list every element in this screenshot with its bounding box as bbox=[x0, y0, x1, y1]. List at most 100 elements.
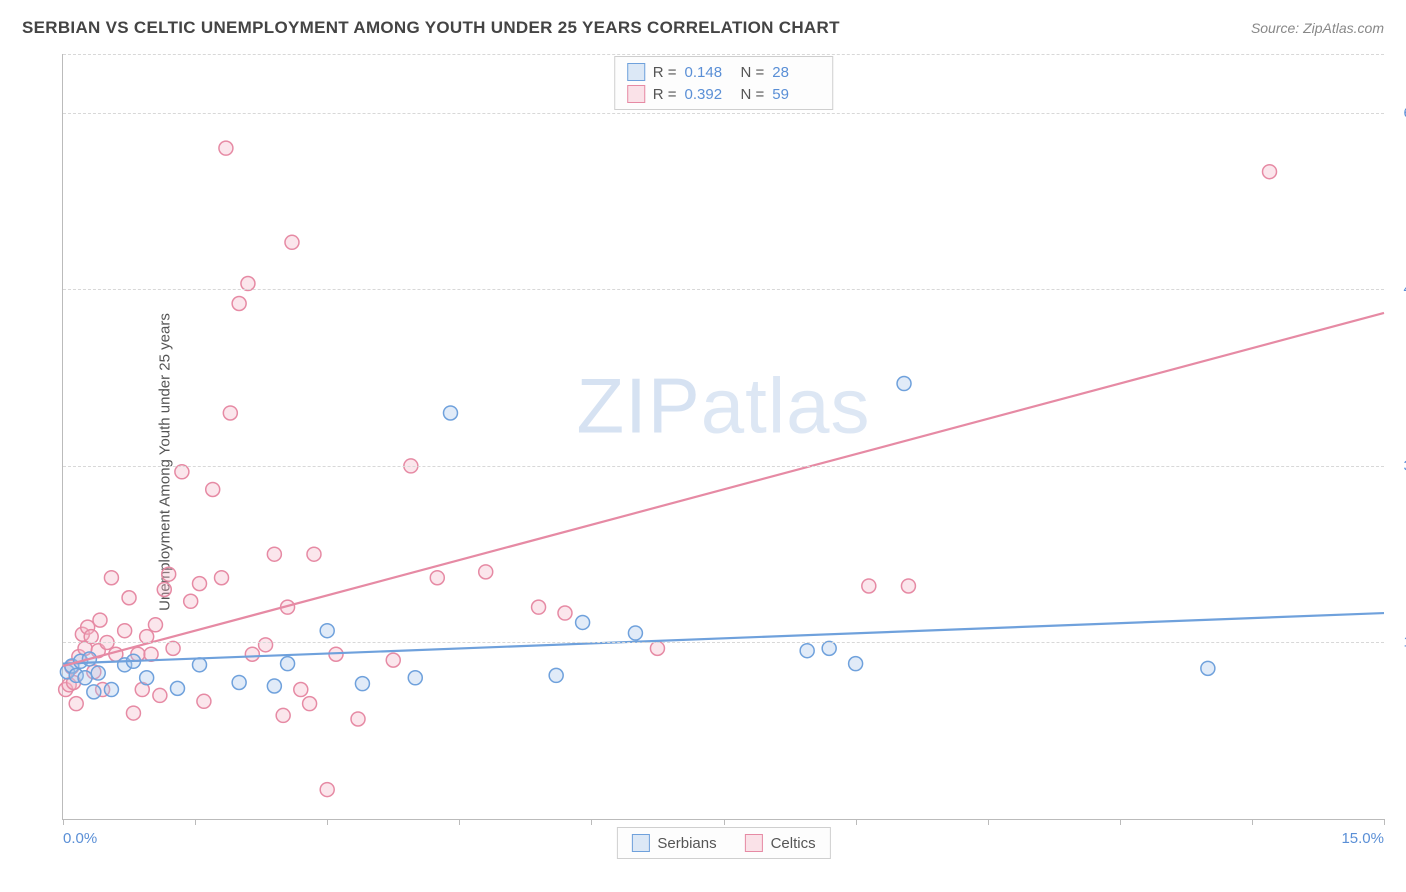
x-tick bbox=[591, 819, 592, 825]
data-point bbox=[549, 668, 563, 682]
legend-item: Serbians bbox=[631, 834, 716, 852]
data-point bbox=[320, 624, 334, 638]
data-point bbox=[897, 377, 911, 391]
data-point bbox=[232, 297, 246, 311]
stat-n-value: 59 bbox=[772, 86, 820, 103]
data-point bbox=[558, 606, 572, 620]
data-point bbox=[193, 658, 207, 672]
stats-row: R = 0.392 N = 59 bbox=[627, 83, 821, 105]
gridline bbox=[63, 113, 1384, 114]
data-point bbox=[1201, 661, 1215, 675]
stat-label: R = bbox=[653, 64, 677, 81]
data-point bbox=[800, 644, 814, 658]
data-point bbox=[245, 647, 259, 661]
data-point bbox=[153, 688, 167, 702]
stat-label: N = bbox=[741, 64, 765, 81]
regression-line bbox=[63, 613, 1384, 664]
legend-swatch bbox=[627, 85, 645, 103]
data-point bbox=[170, 681, 184, 695]
data-point bbox=[184, 594, 198, 608]
series-legend: Serbians Celtics bbox=[616, 827, 830, 859]
data-point bbox=[294, 683, 308, 697]
data-point bbox=[1263, 165, 1277, 179]
data-point bbox=[351, 712, 365, 726]
data-point bbox=[430, 571, 444, 585]
regression-line bbox=[63, 313, 1384, 666]
legend-item: Celtics bbox=[745, 834, 816, 852]
x-tick bbox=[1384, 819, 1385, 825]
page-title: SERBIAN VS CELTIC UNEMPLOYMENT AMONG YOU… bbox=[22, 18, 840, 38]
x-tick bbox=[459, 819, 460, 825]
data-point bbox=[532, 600, 546, 614]
data-point bbox=[901, 579, 915, 593]
data-point bbox=[162, 567, 176, 581]
data-point bbox=[87, 685, 101, 699]
legend-label: Celtics bbox=[771, 835, 816, 852]
source-attribution: Source: ZipAtlas.com bbox=[1251, 20, 1384, 36]
legend-swatch bbox=[745, 834, 763, 852]
x-tick bbox=[988, 819, 989, 825]
data-point bbox=[126, 706, 140, 720]
data-point bbox=[267, 547, 281, 561]
data-point bbox=[197, 694, 211, 708]
data-point bbox=[93, 613, 107, 627]
data-point bbox=[104, 683, 118, 697]
data-point bbox=[303, 697, 317, 711]
scatter-svg bbox=[63, 54, 1384, 819]
stat-n-value: 28 bbox=[772, 64, 820, 81]
data-point bbox=[281, 657, 295, 671]
data-point bbox=[267, 679, 281, 693]
data-point bbox=[285, 235, 299, 249]
legend-label: Serbians bbox=[657, 835, 716, 852]
data-point bbox=[78, 671, 92, 685]
data-point bbox=[628, 626, 642, 640]
data-point bbox=[122, 591, 136, 605]
x-tick bbox=[195, 819, 196, 825]
x-tick bbox=[1252, 819, 1253, 825]
x-tick bbox=[327, 819, 328, 825]
data-point bbox=[118, 624, 132, 638]
gridline bbox=[63, 642, 1384, 643]
data-point bbox=[408, 671, 422, 685]
data-point bbox=[386, 653, 400, 667]
data-point bbox=[479, 565, 493, 579]
stats-row: R = 0.148 N = 28 bbox=[627, 61, 821, 83]
stat-label: R = bbox=[653, 86, 677, 103]
stat-label: N = bbox=[741, 86, 765, 103]
legend-swatch bbox=[627, 63, 645, 81]
data-point bbox=[862, 579, 876, 593]
gridline bbox=[63, 54, 1384, 55]
x-tick-label: 0.0% bbox=[63, 830, 97, 847]
x-tick bbox=[856, 819, 857, 825]
x-tick bbox=[1120, 819, 1121, 825]
data-point bbox=[276, 708, 290, 722]
data-point bbox=[215, 571, 229, 585]
data-point bbox=[206, 482, 220, 496]
data-point bbox=[193, 577, 207, 591]
data-point bbox=[443, 406, 457, 420]
gridline bbox=[63, 466, 1384, 467]
data-point bbox=[223, 406, 237, 420]
data-point bbox=[259, 638, 273, 652]
data-point bbox=[157, 583, 171, 597]
data-point bbox=[355, 677, 369, 691]
x-tick bbox=[63, 819, 64, 825]
plot-area: ZIPatlas R =0.148N =28R =0.392N =59 Serb… bbox=[62, 54, 1384, 820]
data-point bbox=[849, 657, 863, 671]
gridline bbox=[63, 289, 1384, 290]
stats-legend: R = 0.148 N = 28 R = 0.392 N = 59 bbox=[614, 56, 834, 110]
x-tick-label: 15.0% bbox=[1341, 830, 1384, 847]
data-point bbox=[140, 671, 154, 685]
data-point bbox=[307, 547, 321, 561]
data-point bbox=[104, 571, 118, 585]
stat-r-value: 0.148 bbox=[685, 64, 733, 81]
data-point bbox=[148, 618, 162, 632]
data-point bbox=[320, 783, 334, 797]
data-point bbox=[576, 615, 590, 629]
data-point bbox=[69, 697, 83, 711]
data-point bbox=[91, 666, 105, 680]
data-point bbox=[219, 141, 233, 155]
stat-r-value: 0.392 bbox=[685, 86, 733, 103]
legend-swatch bbox=[631, 834, 649, 852]
data-point bbox=[232, 675, 246, 689]
